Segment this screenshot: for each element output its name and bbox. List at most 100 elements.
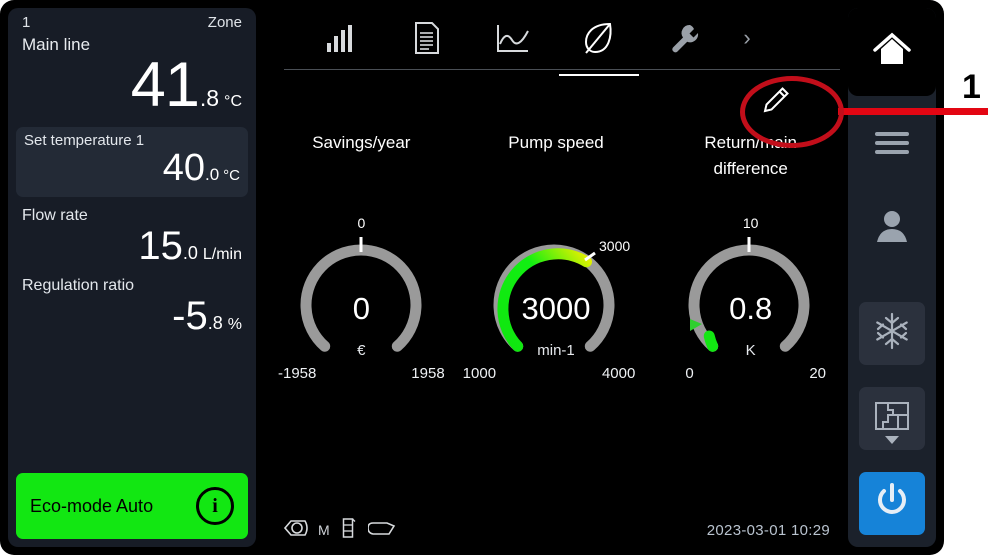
tab-eco[interactable] — [556, 7, 642, 76]
chevron-right-icon[interactable]: › — [743, 25, 751, 50]
status-bar: M 2023-03-01 — [264, 515, 848, 545]
main-line-reading: 41 .8 °C — [8, 50, 256, 120]
gauge-savings-min: -1958 — [278, 364, 317, 382]
layout-icon — [874, 401, 910, 436]
gauge-title-savings: Savings/year — [312, 133, 411, 152]
zone-header: 1 Zone — [8, 8, 256, 31]
right-sidebar — [848, 8, 936, 547]
gauge-savings-arc — [300, 236, 422, 352]
power-icon — [874, 483, 910, 524]
gauge-title-return-main-difference: Return/main difference — [653, 130, 848, 183]
set-temperature-label: Set temperature 1 — [24, 131, 145, 149]
regulation-ratio-value: -5 — [172, 293, 208, 338]
home-icon — [871, 30, 913, 73]
home-button[interactable] — [848, 8, 936, 96]
gauge-row: 0 0 € -1958 1958 — [264, 214, 848, 382]
main-line-label: Main line — [22, 35, 91, 54]
regulation-ratio-label: Regulation ratio — [22, 276, 135, 294]
wrench-icon — [669, 22, 701, 54]
eco-mode-button[interactable]: Eco-mode Auto i — [16, 473, 248, 539]
gauge-savings[interactable]: 0 0 € -1958 1958 — [264, 214, 459, 382]
user-icon — [875, 209, 909, 248]
gauge-pump-speed[interactable]: 3000 3000 min-1 1000 4000 — [459, 217, 654, 382]
gauge-pump-speed-arc: 3000 — [493, 238, 630, 352]
usb-stick-icon[interactable] — [366, 518, 396, 543]
gauge-return-value: 0.8 — [729, 290, 773, 326]
gauge-pump-speed-min: 1000 — [462, 364, 497, 382]
eco-mode-label: Eco-mode Auto — [30, 495, 154, 516]
flow-rate-value: 15 — [138, 223, 183, 268]
tab-service[interactable] — [642, 7, 728, 69]
regulation-ratio-reading: -5 .8 % — [22, 295, 242, 337]
status-icons: M — [283, 517, 396, 544]
snowflake-icon — [873, 312, 911, 355]
regulation-ratio-block: Regulation ratio -5 .8 % — [8, 267, 256, 337]
flow-rate-decimal: .0 — [182, 242, 198, 263]
power-button[interactable] — [859, 471, 925, 536]
datetime-label: 2023-03-01 10:29 — [706, 521, 830, 539]
zone-info-panel[interactable]: 1 Zone Main line 41 .8 °C Set temperatur… — [8, 8, 256, 547]
flow-rate-reading: 15 .0 L/min — [22, 225, 242, 267]
zone-number: 1 — [22, 14, 31, 31]
flow-rate-label: Flow rate — [22, 206, 88, 224]
gauge-title-line1: Return/main — [704, 133, 797, 152]
tab-statistics[interactable] — [298, 7, 384, 69]
main-line-decimal: .8 — [199, 85, 220, 111]
gauge-pump-speed-marker-label: 3000 — [599, 238, 630, 254]
main-content: › Savings/year Pump speed Return/main di… — [264, 0, 848, 555]
annotation-leader-line — [838, 108, 988, 115]
info-glyph: i — [212, 494, 218, 517]
set-temperature-card[interactable]: Set temperature 1 40 .0 °C — [16, 126, 248, 197]
layout-button[interactable] — [859, 386, 925, 450]
tab-divider — [284, 69, 840, 70]
gauge-titles: Savings/year Pump speed Return/main diff… — [264, 130, 848, 183]
gauge-return-main-difference[interactable]: 10 0.8 K 0 20 — [653, 214, 848, 382]
gauge-return-top-mark: 10 — [742, 214, 759, 231]
zone-label: Zone — [207, 14, 242, 31]
line-chart-icon — [495, 22, 531, 54]
set-temperature-value: 40 — [162, 146, 205, 189]
gauge-savings-value: 0 — [352, 290, 370, 326]
chevron-down-icon — [885, 435, 899, 444]
gauge-return-pointer — [689, 318, 702, 331]
gauge-savings-top-mark: 0 — [357, 214, 366, 231]
gauge-title-line2: difference — [713, 159, 788, 179]
gauge-pump-speed-unit: min-1 — [537, 341, 575, 359]
tab-protocol[interactable] — [384, 7, 470, 69]
gauge-savings-max: 1958 — [411, 364, 445, 382]
document-icon — [413, 21, 441, 55]
gauge-pump-speed-value: 3000 — [521, 290, 591, 326]
user-button[interactable] — [859, 197, 925, 260]
main-line-value: 41 — [130, 50, 200, 120]
gauge-title-pump-speed: Pump speed — [508, 133, 604, 152]
tab-trend[interactable] — [470, 7, 556, 69]
gauge-return-arc — [688, 236, 810, 352]
flow-rate-block: Flow rate 15 .0 L/min — [8, 197, 256, 267]
edit-row — [264, 76, 848, 128]
battery-icon[interactable] — [342, 517, 356, 544]
gauge-return-unit: K — [745, 341, 756, 359]
pencil-icon[interactable] — [754, 80, 796, 122]
annotation-number: 1 — [962, 68, 981, 106]
menu-button[interactable] — [859, 114, 925, 177]
gauge-return-max: 20 — [809, 364, 827, 382]
menu-icon — [873, 130, 911, 161]
set-temperature-reading: 40 .0 °C — [24, 146, 240, 189]
info-icon[interactable]: i — [196, 487, 234, 525]
main-line-unit: °C — [224, 93, 242, 110]
cooling-button[interactable] — [859, 301, 925, 365]
bar-chart-icon — [325, 23, 357, 53]
flow-rate-unit: L/min — [202, 245, 242, 263]
set-temperature-unit: °C — [223, 166, 240, 184]
gauge-pump-speed-max: 4000 — [601, 364, 636, 382]
monitor-m-label: M — [318, 522, 330, 538]
tab-bar: › — [264, 0, 848, 76]
eye-icon[interactable] — [283, 519, 310, 542]
gauge-return-min: 0 — [685, 364, 694, 382]
regulation-ratio-unit: % — [227, 315, 242, 333]
set-temperature-decimal: .0 — [204, 164, 220, 184]
device-screen: 1 Zone Main line 41 .8 °C Set temperatur… — [0, 0, 944, 555]
regulation-ratio-decimal: .8 — [207, 312, 223, 333]
gauge-savings-unit: € — [357, 341, 366, 359]
